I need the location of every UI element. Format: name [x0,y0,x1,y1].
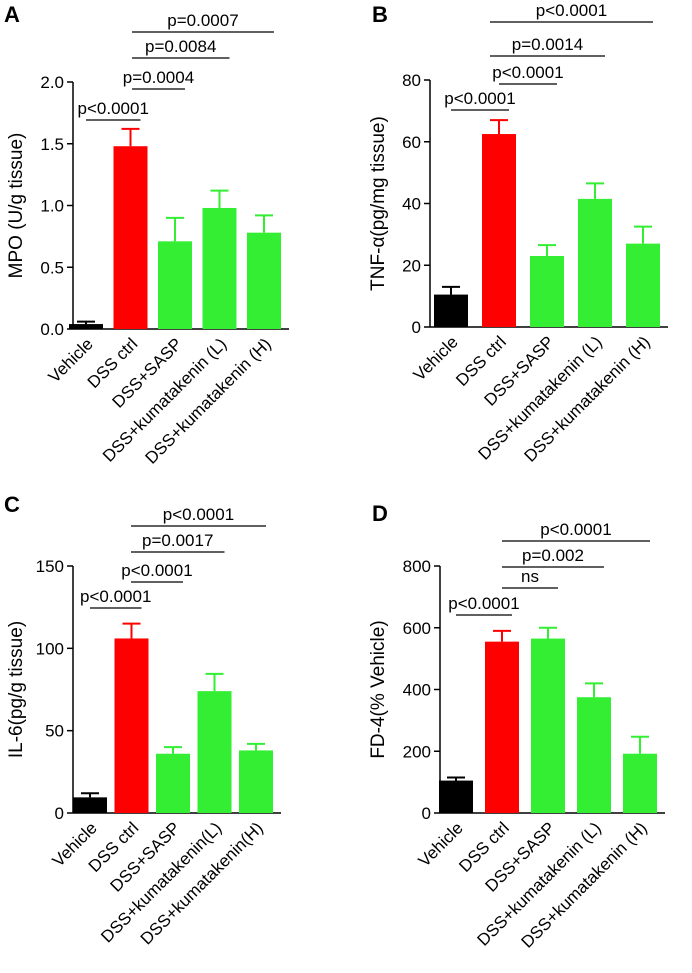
bar-2 [156,753,190,813]
y-axis-title: IL-6(pg/g tissue) [6,621,27,758]
y-tick-label: 40 [402,195,421,214]
bar-2 [531,638,565,813]
p-value-label: p=0.0014 [512,35,583,54]
bar-2 [158,241,192,329]
bar-4 [626,243,660,327]
y-tick-label: 400 [403,681,431,700]
p-value-label: p<0.0001 [536,1,607,20]
bar-1 [114,638,149,813]
bar-4 [623,753,657,813]
bar-3 [197,691,232,813]
y-axis-title: MPO (U/g tissue) [6,133,27,279]
y-tick-label: 2.0 [40,73,64,92]
y-tick-label: 0 [422,804,431,823]
y-tick-label: 20 [402,256,421,275]
y-tick-label: 600 [403,619,431,638]
panel-letter: A [4,2,20,27]
bar-3 [578,198,612,327]
p-value-label: p=0.002 [522,546,584,565]
bar-0 [434,294,468,327]
y-tick-label: 60 [402,133,421,152]
p-value-label: p=0.0007 [167,11,238,30]
panel-letter: C [4,492,20,517]
bar-0 [439,780,473,813]
bar-3 [202,207,237,329]
y-tick-label: 0 [55,804,64,823]
y-tick-label: 0.5 [40,258,64,277]
bar-0 [73,797,107,813]
p-value-label: p<0.0001 [78,99,149,118]
bar-1 [485,641,519,813]
y-tick-label: 100 [36,639,64,658]
y-tick-label: 1.0 [40,197,64,216]
p-value-label: p<0.0001 [540,520,611,539]
bar-1 [482,134,516,327]
bar-0 [69,324,103,329]
y-tick-label: 0.0 [40,320,64,339]
y-tick-label: 1.5 [40,135,64,154]
bar-3 [577,697,611,813]
y-tick-label: 50 [45,722,64,741]
y-axis-title: FD-4(% Vehicle) [368,620,389,758]
p-value-label: p<0.0001 [448,594,519,613]
p-value-label: p<0.0001 [444,89,515,108]
panel-letter: B [372,2,388,27]
bar-2 [530,255,564,327]
p-value-label: p=0.0017 [142,531,213,550]
y-axis-title: TNF-α(pg/mg tissue) [368,116,389,291]
bar-4 [247,232,281,329]
p-value-label: p<0.0001 [492,63,563,82]
p-value-label: ns [521,567,539,586]
p-value-label: p<0.0001 [163,505,234,524]
y-tick-label: 800 [403,557,431,576]
p-value-label: p<0.0001 [121,561,192,580]
y-tick-label: 80 [402,71,421,90]
y-tick-label: 150 [36,557,64,576]
bar-1 [113,146,148,329]
y-tick-label: 200 [403,742,431,761]
p-value-label: p=0.0004 [123,68,194,87]
p-value-label: p<0.0001 [80,587,151,606]
p-value-label: p=0.0084 [145,37,216,56]
panel-letter: D [372,501,388,526]
y-tick-label: 0 [412,318,421,337]
bar-4 [239,750,273,813]
